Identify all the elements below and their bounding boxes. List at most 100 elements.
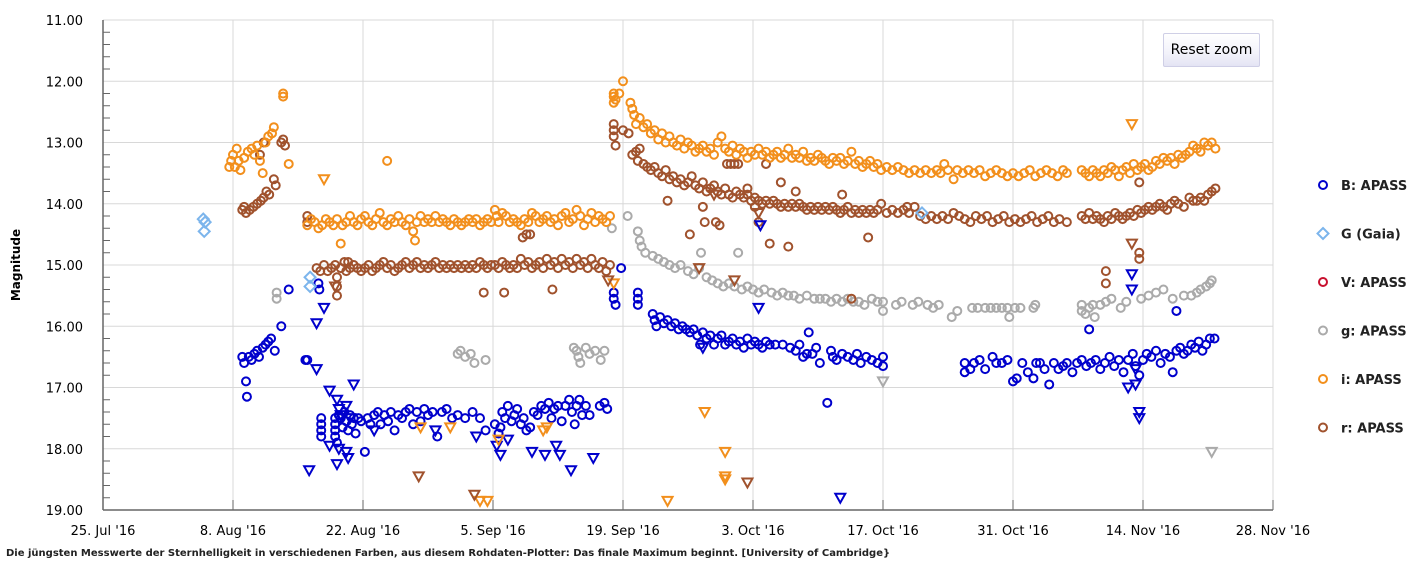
data-point [266, 333, 277, 344]
upper-limit-point [718, 446, 732, 459]
upper-limit-point [1205, 446, 1219, 459]
legend-item[interactable]: i: APASS [1318, 373, 1402, 388]
data-point [313, 278, 324, 289]
data-point [1052, 171, 1063, 182]
x-tick-label: 31. Oct '16 [977, 524, 1049, 539]
legend-item[interactable]: G (Gaia) [1316, 226, 1401, 243]
upper-limits-b-apass [302, 220, 1146, 505]
data-point [602, 403, 613, 414]
data-point [814, 293, 825, 304]
data-point [1210, 143, 1221, 154]
upper-limit-point [328, 281, 342, 294]
data-point [1061, 168, 1072, 179]
data-point [502, 400, 513, 411]
upper-limit-point [501, 434, 515, 447]
data-point [465, 348, 476, 359]
data-point [634, 235, 645, 246]
data-point [790, 186, 801, 197]
upper-limit-point [309, 318, 324, 331]
data-point [933, 299, 944, 310]
data-point [1118, 367, 1129, 378]
data-point [1026, 211, 1037, 221]
data-point [943, 214, 953, 225]
upper-limit-point [601, 275, 615, 288]
y-tick-label: 17.00 [46, 382, 83, 397]
data-point [1146, 351, 1157, 362]
data-point [374, 207, 385, 218]
data-point [837, 189, 848, 200]
data-point [1151, 345, 1161, 356]
legend-item[interactable]: B: APASS [1318, 179, 1407, 194]
data-point [1169, 158, 1180, 169]
data-point [1204, 333, 1215, 344]
data-point [608, 119, 619, 130]
data-point [1076, 354, 1087, 365]
upper-limit-point [553, 449, 567, 462]
upper-limit-point [412, 471, 426, 484]
data-point [1167, 293, 1178, 304]
y-axis-title: Magnitude [9, 229, 23, 301]
data-point [546, 413, 557, 424]
data-point [709, 149, 719, 160]
legend-item[interactable]: r: APASS [1318, 422, 1404, 437]
data-point [1127, 348, 1138, 359]
data-point [271, 293, 282, 304]
upper-limit-point [833, 492, 847, 505]
data-point [1210, 183, 1221, 194]
upper-limit-point [525, 446, 539, 459]
upper-limit-point [330, 394, 344, 407]
series-r-apass [237, 119, 1221, 304]
data-point [339, 256, 350, 267]
data-point [1044, 379, 1055, 390]
data-point [523, 217, 534, 228]
data-point [803, 327, 814, 338]
upper-limit-point [339, 446, 353, 459]
series-g-gaia- [196, 206, 929, 294]
upper-limit-point [1128, 364, 1143, 377]
data-point [608, 125, 619, 136]
data-point [974, 165, 985, 176]
data-point [733, 158, 744, 169]
upper-limit-point [1128, 379, 1143, 392]
data-point [1206, 275, 1217, 286]
data-point [1031, 358, 1042, 368]
legend-label: G (Gaia) [1341, 228, 1401, 243]
upper-limit-point [698, 407, 712, 420]
data-point [1195, 146, 1206, 157]
data-point [1067, 367, 1078, 378]
legend-item[interactable]: g: APASS [1318, 325, 1407, 340]
data-point [634, 143, 645, 154]
data-point [512, 403, 523, 414]
upper-limit-point [1132, 413, 1146, 426]
reset-zoom-button[interactable]: Reset zoom [1163, 33, 1260, 67]
data-point [1104, 351, 1115, 362]
data-point [1121, 296, 1132, 307]
data-point [332, 290, 342, 301]
data-point [383, 416, 394, 427]
upper-limit-point [341, 452, 355, 465]
upper-limit-point [469, 431, 483, 444]
upper-limit-point [322, 440, 337, 453]
data-point [846, 293, 857, 304]
y-tick-label: 13.00 [46, 137, 83, 152]
data-point [389, 425, 400, 436]
data-point [599, 345, 610, 356]
upper-limit-point [727, 275, 742, 288]
data-point [610, 140, 621, 151]
data-point [350, 428, 361, 439]
data-point [410, 235, 420, 246]
x-tick-label: 5. Sep '16 [460, 524, 525, 539]
data-point [1134, 177, 1145, 188]
data-point [614, 88, 625, 99]
data-point [332, 272, 342, 283]
data-point [822, 397, 833, 408]
data-point [1167, 367, 1178, 378]
upper-limit-point [538, 449, 552, 462]
upper-limit-point [302, 465, 316, 478]
series-g-apass [271, 211, 1217, 368]
data-point [714, 220, 725, 231]
legend-item[interactable]: V: APASS [1318, 276, 1407, 291]
data-point [241, 376, 251, 387]
y-tick-label: 19.00 [46, 504, 83, 519]
data-point [1209, 333, 1220, 344]
